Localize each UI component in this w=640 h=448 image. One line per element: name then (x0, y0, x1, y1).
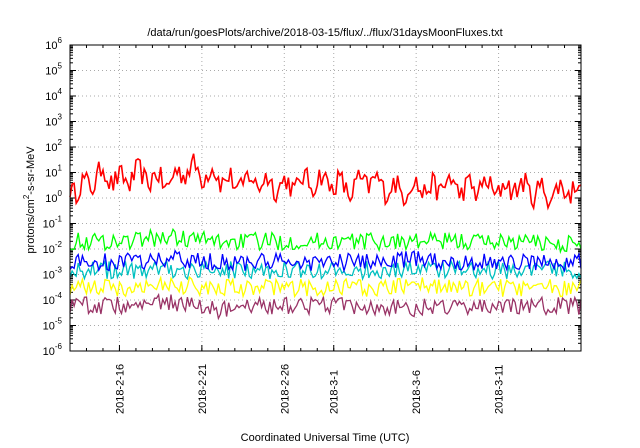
y-tick-label: 102 (45, 138, 62, 154)
y-tick-label: 10-5 (43, 317, 63, 333)
y-tick-label: 10-3 (43, 266, 63, 282)
y-tick-label: 101 (45, 164, 62, 180)
plot-frame (69, 44, 582, 352)
y-tick-label: 100 (45, 189, 62, 205)
y-tick-label: 104 (45, 87, 62, 103)
x-tick-label: 2018-2-16 (114, 364, 126, 414)
y-axis-label: protons/cm2-s-sr-MeV (22, 146, 37, 254)
x-tick-label: 2018-2-26 (279, 364, 291, 414)
y-tick-label: 103 (45, 113, 62, 129)
y-tick-label: 10-4 (43, 291, 63, 307)
y-tick-labels: 10-6 10-5 10-4 10-3 10-2 10-1 100 101 102 103 104 1… (43, 36, 63, 358)
series-line (69, 249, 582, 274)
y-axis-label-post: -s-sr-MeV (25, 146, 37, 195)
x-axis-label: Coordinated Universal Time (UTC) (241, 432, 410, 444)
series-layer (69, 153, 582, 321)
y-tick-label: 10-2 (43, 240, 63, 256)
series-line (69, 275, 582, 299)
x-tick-label: 2018-3-1 (329, 370, 341, 414)
series-line (69, 292, 582, 321)
y-tick-label: 10-6 (43, 342, 63, 358)
x-tick-label: 2018-2-21 (197, 364, 209, 414)
y-axis-label-pre: protons/cm (25, 199, 37, 253)
series-line (69, 153, 582, 211)
y-tick-label: 10-1 (43, 215, 63, 231)
chart-title: /data/run/goesPlots/archive/2018-03-15/f… (147, 27, 502, 39)
y-axis-label-sup: 2 (22, 194, 31, 199)
y-tick-label: 106 (45, 36, 62, 52)
y-tick-label: 105 (45, 62, 62, 78)
x-tick-label: 2018-3-6 (411, 370, 423, 414)
x-tick-labels: 2018-2-16 2018-2-21 2018-2-26 2018-3-1 2018-… (114, 364, 505, 414)
x-tick-label: 2018-3-11 (494, 365, 506, 414)
series-line (69, 227, 582, 255)
